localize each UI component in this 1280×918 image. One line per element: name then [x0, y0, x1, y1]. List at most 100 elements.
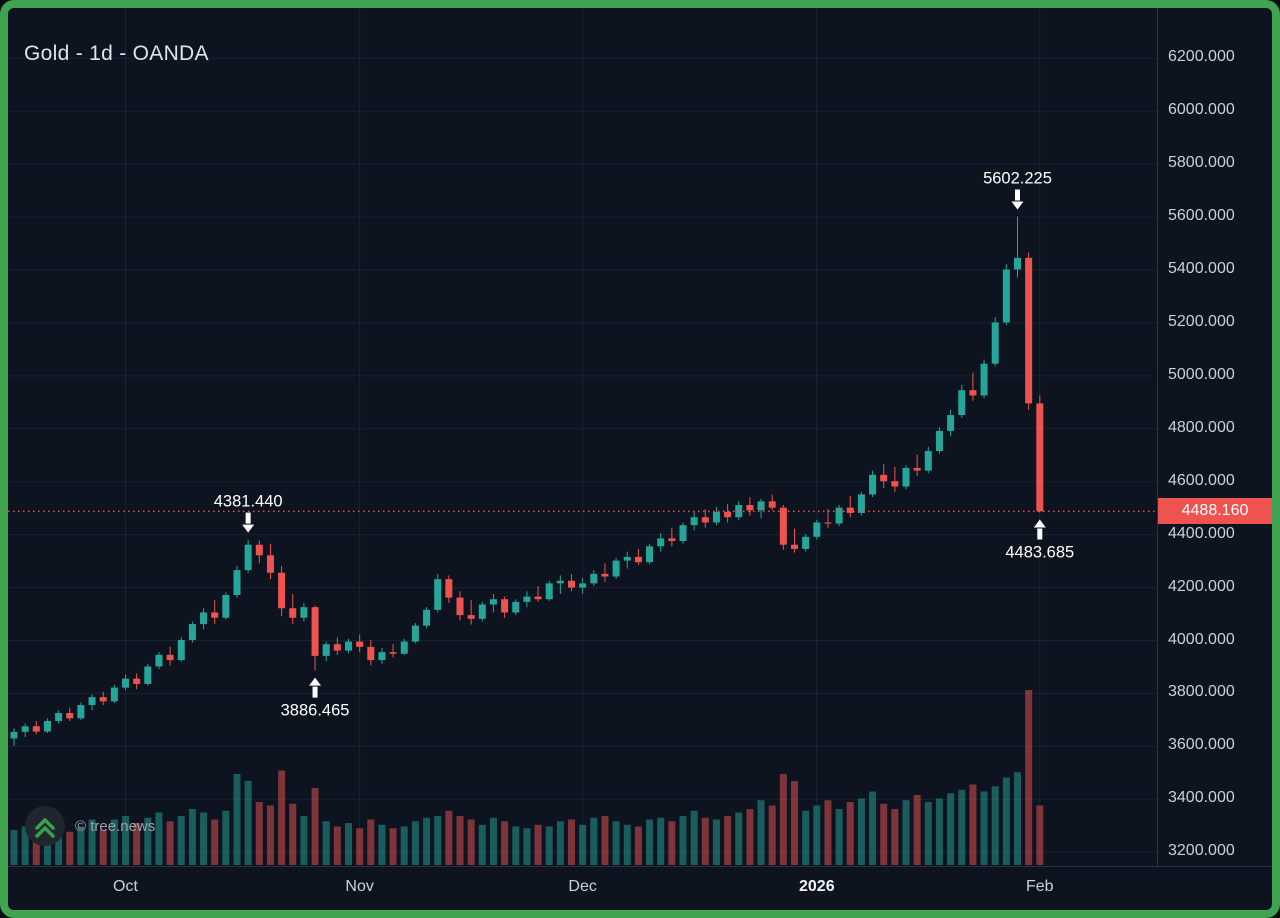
candle-body — [791, 544, 798, 549]
price-tick-label: 3400.000 — [1168, 789, 1235, 807]
volume-bar — [155, 812, 163, 865]
volume-bar — [947, 793, 955, 865]
volume-bar — [835, 809, 843, 865]
volume-bar — [144, 817, 152, 865]
volume-bar — [110, 819, 118, 865]
candle-body — [668, 538, 676, 542]
volume-bar — [434, 816, 442, 865]
candle-body — [690, 517, 698, 526]
volume-bar — [690, 810, 698, 865]
volume-bar — [980, 791, 988, 865]
price-tick-label: 4800.000 — [1168, 418, 1235, 436]
candle-body — [445, 579, 453, 598]
volume-bar — [122, 816, 129, 865]
volume-bar — [77, 826, 85, 865]
candle-body — [166, 654, 174, 661]
candle-body — [779, 507, 787, 545]
candle-body — [278, 572, 286, 609]
candle-body — [991, 322, 999, 364]
volume-bar — [701, 817, 709, 865]
annotation-label: 4483.685 — [1005, 544, 1074, 562]
volume-bar — [211, 819, 219, 865]
volume-bar — [724, 816, 732, 865]
candle-body — [523, 596, 531, 602]
volume-bar — [1036, 805, 1044, 865]
candle-body — [880, 474, 888, 482]
volume-bar — [32, 833, 40, 865]
candle-body — [88, 697, 96, 706]
candle-body — [679, 525, 687, 542]
volume-bar — [869, 791, 877, 865]
candle-body — [133, 678, 141, 684]
candle-body — [612, 560, 620, 577]
candle-body — [969, 390, 977, 396]
candle-body — [623, 556, 631, 561]
watermark-text: © tree.news — [75, 817, 156, 835]
annotation-arrow-icon — [309, 677, 322, 698]
candle-body — [411, 625, 419, 642]
candle-body — [980, 363, 988, 396]
price-tick-label: 4600.000 — [1168, 471, 1235, 489]
price-tick-label: 5800.000 — [1168, 154, 1235, 172]
volume-bar — [266, 805, 274, 865]
price-axis[interactable]: 4488.160 3200.000 3400.000 3600.000 3800.00… — [1157, 8, 1272, 866]
volume-bar — [534, 824, 542, 865]
candle-body — [846, 507, 854, 513]
volume-bar — [601, 816, 609, 865]
candle-body — [467, 615, 475, 619]
annotation-arrow-icon — [1011, 189, 1024, 210]
volume-bar — [657, 817, 665, 865]
candle-body — [200, 612, 208, 625]
volume-bar — [177, 816, 185, 865]
volume-bar — [846, 802, 854, 865]
volume-bar — [857, 798, 865, 865]
volume-bar — [824, 800, 832, 865]
candle-body — [489, 599, 497, 605]
candle-body — [757, 501, 765, 511]
price-tick-label: 4000.000 — [1168, 630, 1235, 648]
volume-bar — [668, 821, 676, 865]
volume-bar — [356, 828, 364, 865]
volume-bar — [322, 821, 330, 865]
candle-body — [244, 544, 252, 571]
chevrons-up-icon — [35, 818, 55, 838]
chart-pane[interactable]: 4381.440 3886.465 5602.225 4483.685 — [8, 8, 1272, 910]
candle-body — [333, 644, 341, 651]
volume-bar — [345, 823, 352, 865]
price-tick-label: 5200.000 — [1168, 312, 1235, 330]
candle-body — [924, 451, 932, 471]
volume-bar — [233, 774, 241, 865]
volume-bar — [378, 824, 386, 865]
volume-bar — [43, 828, 51, 865]
volume-bar — [545, 826, 553, 865]
time-axis[interactable]: Oct Nov Dec 2026 Feb — [8, 866, 1272, 910]
candle-body — [935, 430, 943, 452]
candle-body — [556, 580, 564, 584]
annotation-label: 3886.465 — [281, 702, 350, 720]
volume-bar — [523, 828, 531, 865]
candle-body — [902, 467, 910, 487]
time-tick-label: Feb — [1026, 878, 1054, 895]
candle-body — [534, 596, 542, 600]
volume-bar — [913, 795, 921, 865]
candle-body — [10, 731, 18, 739]
candle-body — [568, 580, 575, 588]
price-tick-label: 3200.000 — [1168, 842, 1235, 860]
volume-bar — [333, 826, 341, 865]
volume-bar — [467, 819, 475, 865]
candle-body — [545, 583, 553, 600]
candle-body — [802, 536, 810, 549]
price-tick-label: 3800.000 — [1168, 683, 1235, 701]
volume-bar — [735, 812, 743, 865]
logo-circle — [25, 806, 65, 846]
volume-bar — [935, 798, 943, 865]
price-tick-label: 5600.000 — [1168, 207, 1235, 225]
volume-bar — [969, 784, 977, 865]
volume-bar — [579, 824, 587, 865]
candle-body — [590, 573, 598, 584]
candle-body — [356, 641, 364, 647]
time-tick-label: Dec — [568, 878, 597, 895]
volume-bar — [623, 824, 631, 865]
candle-body — [712, 511, 720, 523]
